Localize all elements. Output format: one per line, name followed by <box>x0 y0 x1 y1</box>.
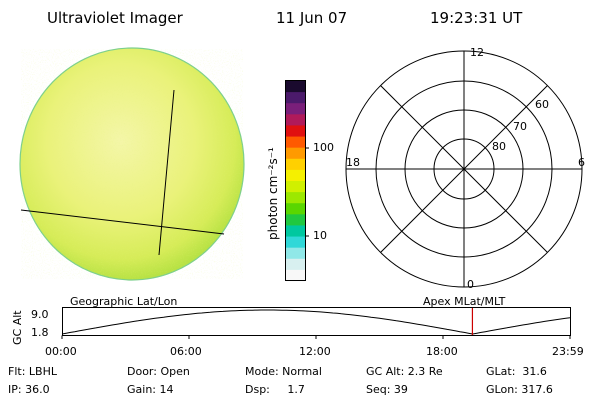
timeline-y-tick-1-8: 1.8 <box>31 326 49 339</box>
date-label: 11 Jun 07 <box>276 9 348 27</box>
info-glat: GLat: 31.6 <box>486 365 547 378</box>
colorbar-band <box>286 203 305 215</box>
timeline-plot <box>61 307 571 339</box>
colorbar-band <box>286 236 305 249</box>
colorbar-band <box>286 81 305 93</box>
earth-disk-texture <box>21 49 243 279</box>
info-door: Door: Open <box>127 365 190 378</box>
colorbar-band <box>286 158 305 171</box>
colorbar-band <box>286 225 305 238</box>
colorbar-band <box>286 214 305 226</box>
lat-label-70: 70 <box>513 120 527 133</box>
mlt-label-18: 18 <box>346 156 360 169</box>
colorbar <box>285 80 309 282</box>
colorbar-band <box>286 169 305 182</box>
polar-diagonal-2 <box>380 85 548 253</box>
colorbar-band <box>286 114 305 126</box>
colorbar-band <box>286 192 305 204</box>
colorbar-band <box>286 269 305 282</box>
instrument-title: Ultraviolet Imager <box>47 9 183 27</box>
colorbar-band <box>286 103 305 115</box>
colorbar-band <box>286 147 305 160</box>
info-flt: Flt: LBHL <box>8 365 57 378</box>
lat-label-80: 80 <box>492 140 506 153</box>
meridian-line <box>158 89 175 256</box>
colorbar-tick-100: 100 <box>313 141 334 154</box>
polar-plot <box>345 50 583 288</box>
mlt-label-6: 6 <box>578 156 585 169</box>
timeline-x-tick-2359: 23:59 <box>552 345 584 358</box>
latitude-line <box>20 209 225 235</box>
info-mode: Mode: Normal <box>245 365 322 378</box>
colorbar-band <box>286 136 305 149</box>
colorbar-tick-10: 10 <box>313 229 327 242</box>
colorbar-band <box>286 247 305 260</box>
colorbar-band <box>286 92 305 104</box>
timeline-x-tick-1800: 18:00 <box>426 345 458 358</box>
info-glon: GLon: 317.6 <box>486 383 553 396</box>
info-gain: Gain: 14 <box>127 383 174 396</box>
timeline-x-tick-1200: 12:00 <box>299 345 331 358</box>
time-label: 19:23:31 UT <box>430 9 523 27</box>
mlt-label-0: 0 <box>467 278 474 291</box>
mlt-label-12: 12 <box>470 46 484 59</box>
altitude-curve <box>61 309 571 335</box>
colorbar-unit-label: photon cm⁻²s⁻¹ <box>266 147 280 240</box>
timeline-x-tick-0000: 00:00 <box>45 345 77 358</box>
timeline-left-title: Geographic Lat/Lon <box>70 295 178 308</box>
timeline-y-axis-label: GC Alt <box>11 310 24 345</box>
timeline-x-tick-0600: 06:00 <box>170 345 202 358</box>
info-gc-alt: GC Alt: 2.3 Re <box>366 365 443 378</box>
info-dsp: Dsp: 1.7 <box>245 383 305 396</box>
info-ip: IP: 36.0 <box>8 383 50 396</box>
earth-image <box>19 47 245 281</box>
timeline-right-title: Apex MLat/MLT <box>423 295 506 308</box>
colorbar-band <box>286 181 305 193</box>
info-seq: Seq: 39 <box>366 383 408 396</box>
lat-label-60: 60 <box>535 98 549 111</box>
colorbar-band <box>286 125 305 138</box>
colorbar-band <box>286 258 305 271</box>
timeline-y-tick-9: 9.0 <box>31 308 49 321</box>
